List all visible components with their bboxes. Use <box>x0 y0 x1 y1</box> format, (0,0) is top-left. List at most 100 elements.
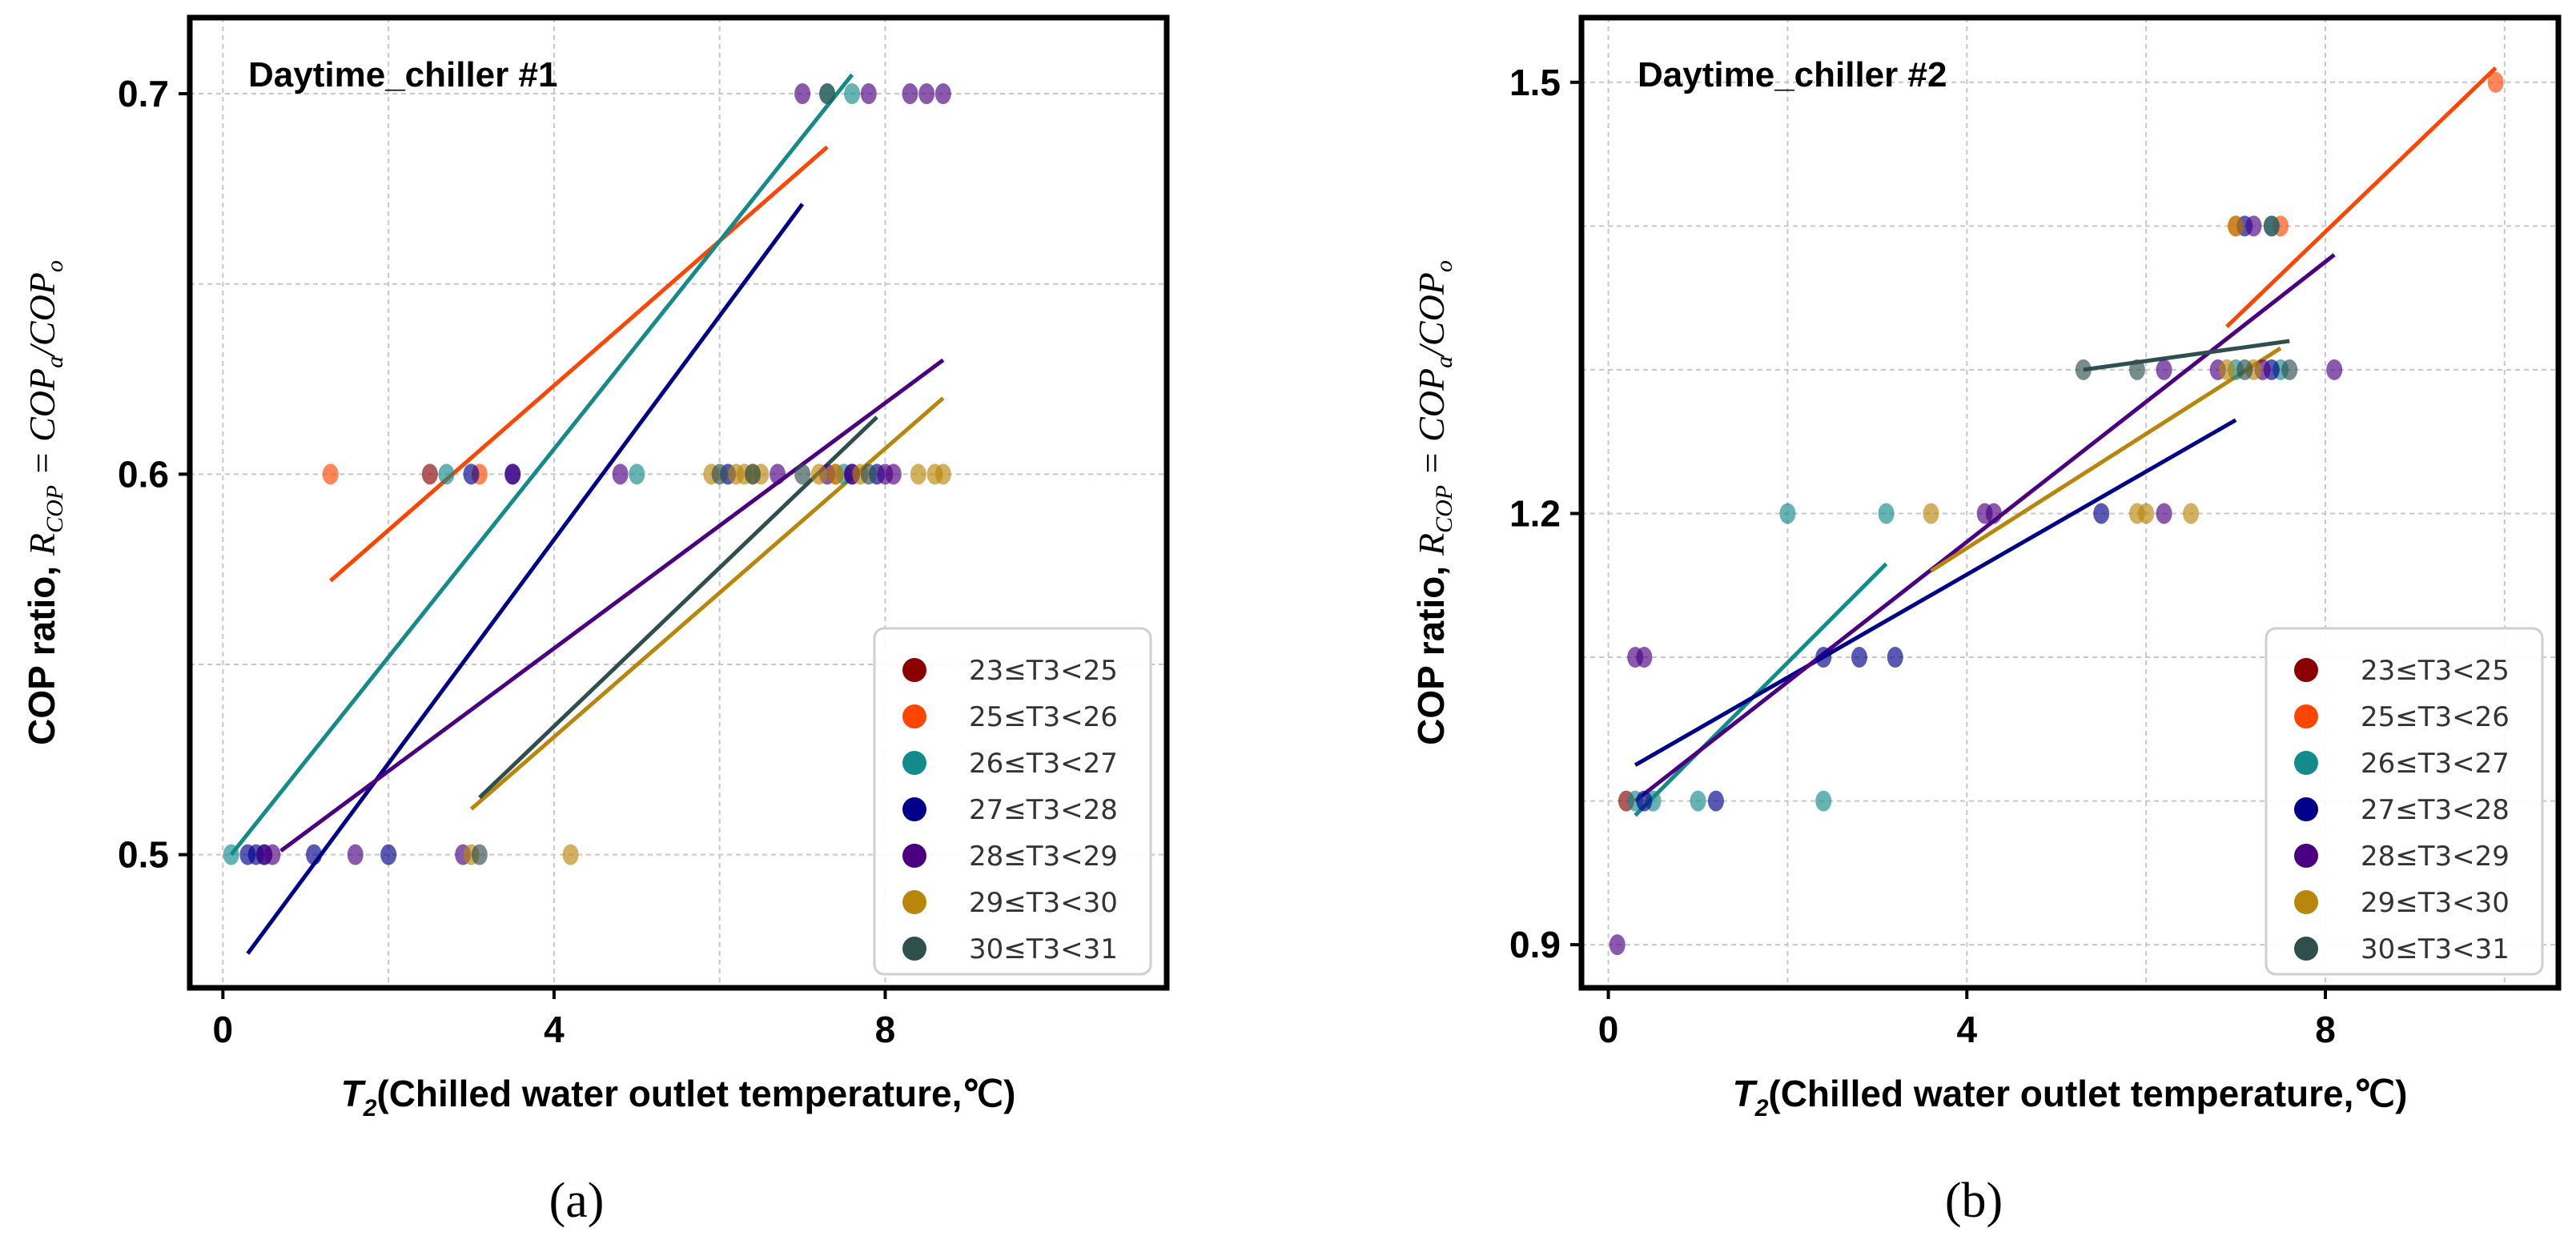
legend-label: 30≤T3<31 <box>969 933 1118 965</box>
data-point <box>745 463 762 485</box>
data-point <box>2075 359 2092 380</box>
legend-label: 23≤T3<25 <box>2361 655 2510 687</box>
plot-frame <box>1578 14 2562 991</box>
data-point <box>2228 215 2244 237</box>
regression-lines <box>1634 66 2498 817</box>
x-axis-label: T2(Chilled water outlet temperature,℃) <box>1733 1073 2408 1122</box>
data-point <box>2281 359 2298 380</box>
data-point <box>860 83 877 105</box>
chart-title: Daytime_chiller #2 <box>1638 55 1947 94</box>
legend-label: 25≤T3<26 <box>969 701 1118 733</box>
legend-label: 26≤T3<27 <box>2361 748 2510 780</box>
legend-marker <box>902 844 926 868</box>
data-point <box>612 463 629 485</box>
data-point <box>910 463 926 485</box>
data-point <box>629 463 645 485</box>
data-point <box>1609 934 1626 956</box>
data-point <box>770 463 786 485</box>
legend-marker <box>2294 844 2318 868</box>
legend-marker <box>902 751 926 775</box>
data-point <box>2156 503 2172 524</box>
data-point <box>2128 359 2145 380</box>
data-point <box>1887 647 1903 668</box>
data-point <box>1815 647 1832 668</box>
data-point <box>562 844 579 865</box>
x-tick-label: 0 <box>1598 1009 1619 1050</box>
x-tick-label: 4 <box>1956 1009 1977 1050</box>
data-point <box>421 463 438 485</box>
data-point <box>2156 359 2172 380</box>
data-point <box>810 463 827 485</box>
data-point <box>794 463 811 485</box>
data-point <box>902 83 918 105</box>
legend-label: 25≤T3<26 <box>2361 701 2510 733</box>
data-point <box>1878 503 1895 524</box>
data-point <box>471 844 488 865</box>
fit-line <box>1634 253 2336 803</box>
x-tick-label: 4 <box>544 1009 565 1050</box>
y-axis-label: COP ratio, RCOP = COPa/COPo <box>1410 260 1457 745</box>
x-axis-label: T2(Chilled water outlet temperature,℃) <box>341 1073 1016 1122</box>
data-point <box>438 463 455 485</box>
legend-marker <box>902 797 926 821</box>
legend-label: 28≤T3<29 <box>969 841 1118 873</box>
legend-marker <box>2294 658 2318 682</box>
data-points <box>223 83 951 865</box>
legend-marker <box>902 704 926 728</box>
data-point <box>1815 790 1832 812</box>
fit-line <box>2225 66 2498 328</box>
legend-marker <box>902 658 926 682</box>
legend-label: 27≤T3<28 <box>2361 794 2510 826</box>
fit-line <box>229 73 854 857</box>
fit-line <box>1634 562 1888 817</box>
fit-line <box>329 145 829 583</box>
data-point <box>2326 359 2343 380</box>
fit-line <box>1930 346 2282 573</box>
data-point <box>1985 503 2002 524</box>
x-tick-label: 8 <box>2315 1009 2336 1050</box>
legend: 23≤T3<25 25≤T3<26 26≤T3<27 27≤T3<28 28≤T3<29… <box>873 627 1152 976</box>
y-tick-label: 0.6 <box>118 453 169 495</box>
legend-marker <box>2294 704 2318 728</box>
data-point <box>2138 503 2155 524</box>
data-point <box>264 844 281 865</box>
data-point <box>504 463 521 485</box>
fit-line <box>2083 339 2290 372</box>
data-point <box>347 844 364 865</box>
legend-label: 29≤T3<30 <box>969 887 1118 919</box>
legend-marker <box>902 937 926 961</box>
data-point <box>934 83 951 105</box>
fit-line <box>478 415 878 800</box>
y-tick-label: 1.5 <box>1509 62 1561 103</box>
plot-frame <box>187 14 1170 991</box>
legend-label: 29≤T3<30 <box>2361 887 2510 919</box>
legend-box <box>2265 627 2544 976</box>
fit-line <box>279 358 945 853</box>
chart-title: Daytime_chiller #1 <box>248 55 557 94</box>
regression-lines <box>229 73 945 955</box>
legend-marker <box>2294 751 2318 775</box>
legend-marker <box>2294 890 2318 914</box>
data-point <box>2245 215 2262 237</box>
data-point <box>2093 503 2110 524</box>
fit-line <box>246 203 805 955</box>
legend-marker <box>2294 937 2318 961</box>
data-point <box>1851 647 1867 668</box>
data-point <box>918 83 935 105</box>
tick-labels: 0 4 8 0.9 1.2 1.5 <box>1509 62 2336 1050</box>
data-point <box>860 463 877 485</box>
legend-label: 28≤T3<29 <box>2361 841 2510 873</box>
chart-panel-b: Daytime_chiller #2 0 4 8 0.9 1.2 1.5 23≤T3<25… <box>1410 14 2562 1228</box>
data-point <box>2487 71 2504 93</box>
x-tick-label: 8 <box>875 1009 896 1050</box>
y-tick-label: 0.5 <box>118 834 169 876</box>
legend-marker <box>902 890 926 914</box>
data-point <box>2236 359 2253 380</box>
data-point <box>1690 790 1706 812</box>
legend: 23≤T3<25 25≤T3<26 26≤T3<27 27≤T3<28 28≤T3<29… <box>2265 627 2544 976</box>
data-point <box>2218 359 2235 380</box>
data-point <box>1779 503 1796 524</box>
data-point <box>885 463 902 485</box>
data-points <box>1609 71 2504 956</box>
panel-label: (a) <box>549 1174 605 1228</box>
